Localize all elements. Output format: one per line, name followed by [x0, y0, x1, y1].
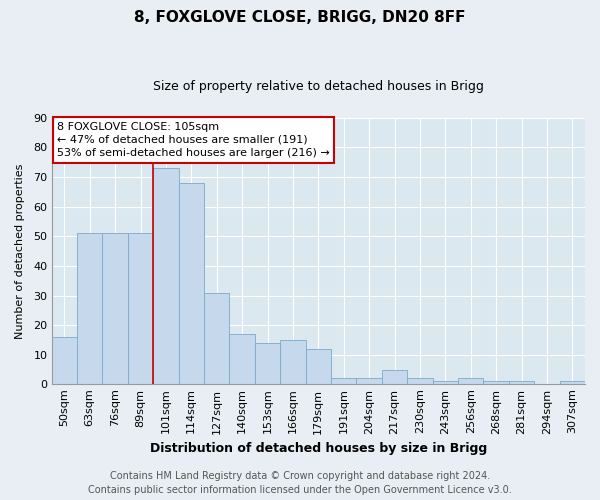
- Text: 8 FOXGLOVE CLOSE: 105sqm
← 47% of detached houses are smaller (191)
53% of semi-: 8 FOXGLOVE CLOSE: 105sqm ← 47% of detach…: [57, 122, 330, 158]
- Y-axis label: Number of detached properties: Number of detached properties: [15, 164, 25, 339]
- X-axis label: Distribution of detached houses by size in Brigg: Distribution of detached houses by size …: [149, 442, 487, 455]
- Bar: [407, 378, 433, 384]
- Bar: [179, 183, 204, 384]
- Text: Contains HM Land Registry data © Crown copyright and database right 2024.
Contai: Contains HM Land Registry data © Crown c…: [88, 471, 512, 495]
- Bar: [255, 343, 280, 384]
- Bar: [77, 234, 103, 384]
- Bar: [52, 337, 77, 384]
- Bar: [433, 382, 458, 384]
- Bar: [331, 378, 356, 384]
- Bar: [560, 382, 585, 384]
- Bar: [509, 382, 534, 384]
- Text: 8, FOXGLOVE CLOSE, BRIGG, DN20 8FF: 8, FOXGLOVE CLOSE, BRIGG, DN20 8FF: [134, 10, 466, 25]
- Bar: [484, 382, 509, 384]
- Bar: [204, 292, 229, 384]
- Bar: [229, 334, 255, 384]
- Bar: [153, 168, 179, 384]
- Bar: [356, 378, 382, 384]
- Title: Size of property relative to detached houses in Brigg: Size of property relative to detached ho…: [153, 80, 484, 93]
- Bar: [103, 234, 128, 384]
- Bar: [128, 234, 153, 384]
- Bar: [305, 349, 331, 384]
- Bar: [280, 340, 305, 384]
- Bar: [382, 370, 407, 384]
- Bar: [458, 378, 484, 384]
